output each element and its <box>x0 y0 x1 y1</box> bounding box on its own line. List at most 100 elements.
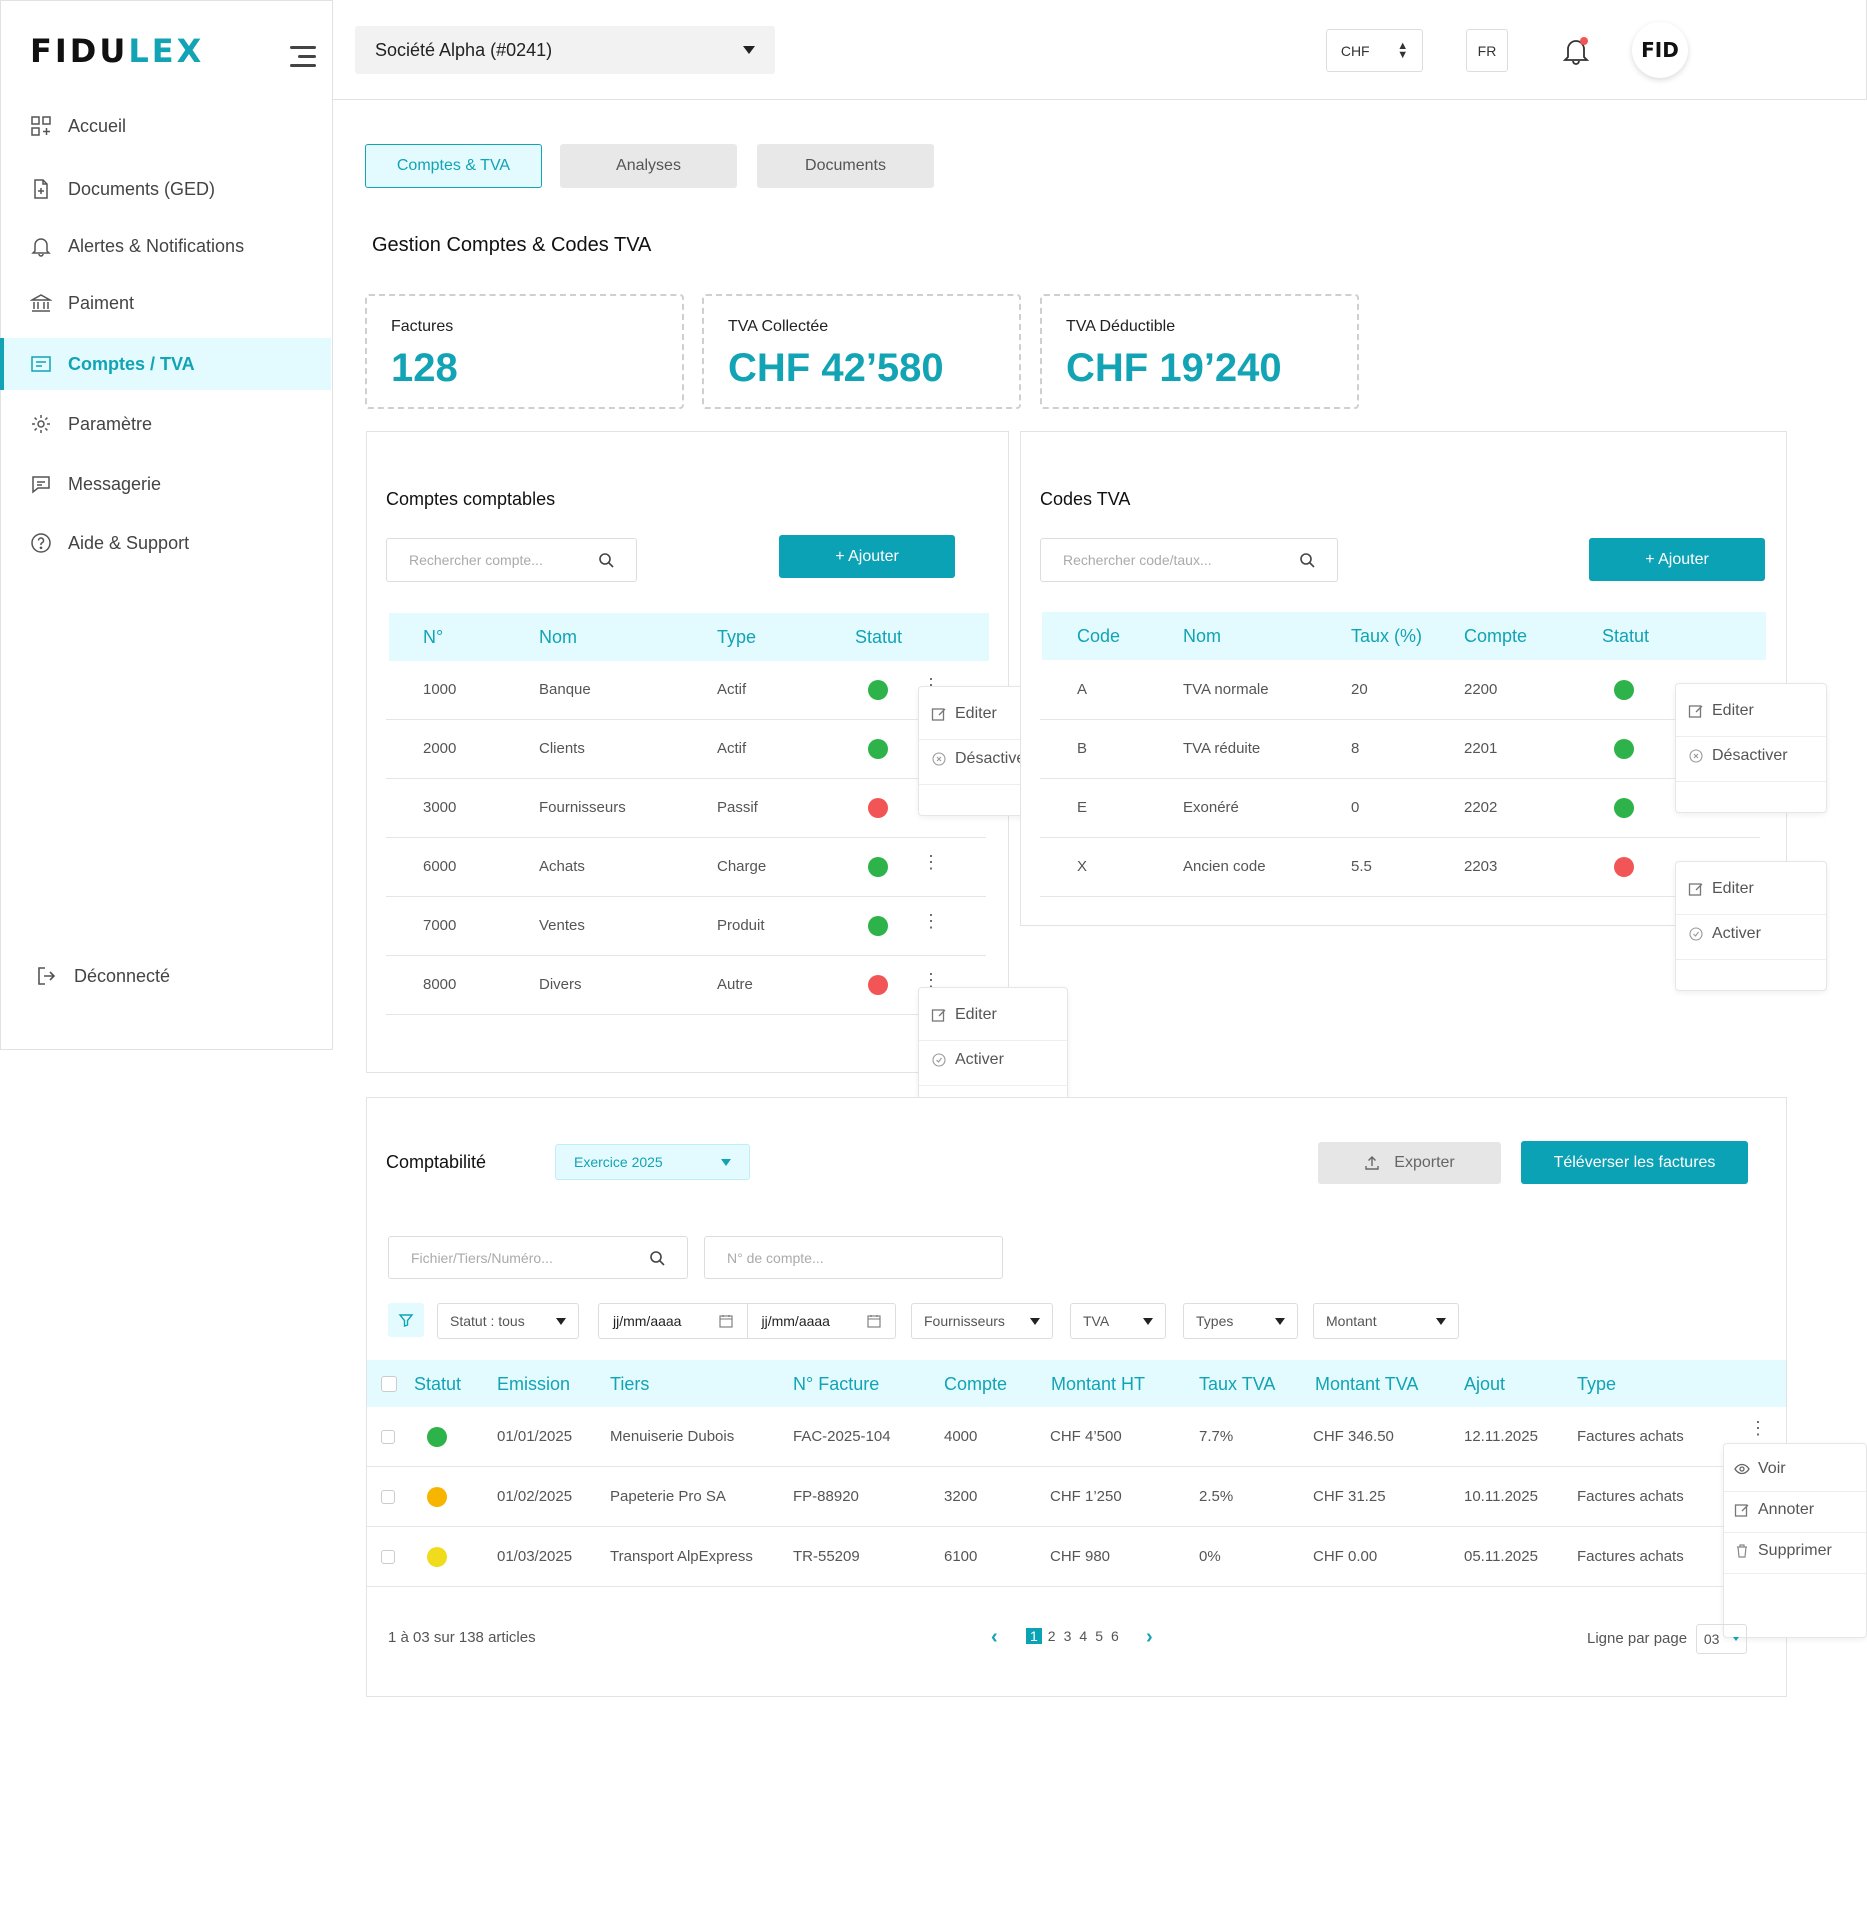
table-row[interactable]: 6000 Achats Charge ⋮ <box>386 838 986 897</box>
more-vertical-icon[interactable]: ⋮ <box>1749 1418 1767 1438</box>
page-link[interactable]: 5 <box>1095 1628 1103 1644</box>
table-cell: Fournisseurs <box>539 799 626 816</box>
vat-filter[interactable]: TVA <box>1070 1303 1166 1339</box>
add-vat-button[interactable]: + Ajouter <box>1589 538 1765 581</box>
types-filter[interactable]: Types <box>1183 1303 1298 1339</box>
chevron-left-icon[interactable]: ‹ <box>991 1626 998 1648</box>
calendar-icon <box>867 1315 881 1328</box>
table-cell: Achats <box>539 858 585 875</box>
page-link[interactable]: 4 <box>1079 1628 1088 1644</box>
stat-card-tva-collectee: TVA Collectée CHF 42’580 <box>702 294 1021 409</box>
invoice-search-input[interactable]: Fichier/Tiers/Numéro... <box>388 1236 688 1279</box>
activate-menu-item[interactable]: Activer <box>1688 925 1761 943</box>
tab-analyses[interactable]: Analyses <box>560 144 737 188</box>
more-vertical-icon[interactable]: ⋮ <box>922 852 940 872</box>
sidebar-item-aide[interactable]: Aide & Support <box>0 517 331 569</box>
annotate-menu-item[interactable]: Annoter <box>1734 1501 1814 1519</box>
table-row[interactable]: 01/02/2025 Papeterie Pro SA FP-88920 3200 CH… <box>367 1467 1786 1527</box>
table-row[interactable]: E Exonéré 0 2202 <box>1040 779 1760 838</box>
sidebar-item-paiment[interactable]: Paiment <box>0 277 331 329</box>
deactivate-menu-item[interactable]: Désactiver <box>931 750 1031 768</box>
logout-button[interactable]: Déconnecté <box>0 950 331 1002</box>
table-cell: 01/01/2025 <box>497 1428 573 1445</box>
edit-menu-item[interactable]: Editer <box>931 1006 997 1024</box>
delete-menu-item[interactable]: Supprimer <box>1734 1542 1832 1560</box>
row-checkbox[interactable] <box>381 1430 395 1444</box>
table-cell: 2201 <box>1464 740 1498 757</box>
menu-label: Activer <box>955 1051 1004 1068</box>
table-row[interactable]: X Ancien code 5.5 2203 <box>1040 838 1760 897</box>
row-divider <box>386 837 986 838</box>
account-number-input[interactable]: N° de compte... <box>704 1236 1003 1279</box>
menu-label: Editer <box>955 705 997 722</box>
table-row[interactable]: 8000 Divers Autre ⋮ <box>386 956 986 1015</box>
row-divider <box>367 1586 1786 1587</box>
view-menu-item[interactable]: Voir <box>1734 1460 1786 1478</box>
chevron-down-icon <box>556 1317 566 1325</box>
deactivate-menu-item[interactable]: Désactiver <box>1688 747 1788 765</box>
language-select[interactable]: FR <box>1466 29 1508 72</box>
row-checkbox[interactable] <box>381 1550 395 1564</box>
page-link[interactable]: 1 <box>1026 1628 1042 1644</box>
row-divider <box>386 778 986 779</box>
brand-logo[interactable]: FIDULEX <box>30 32 205 70</box>
date-range-filter[interactable]: jj/mm/aaaa jj/mm/aaaa <box>598 1303 896 1339</box>
row-checkbox[interactable] <box>381 1490 395 1504</box>
currency-select[interactable]: CHF ▲ ▼ <box>1326 29 1423 72</box>
date-to-input[interactable]: jj/mm/aaaa <box>748 1304 896 1338</box>
accounts-table-header: N° Nom Type Statut <box>389 613 989 661</box>
amount-filter[interactable]: Montant <box>1313 1303 1459 1339</box>
sidebar-item-documents[interactable]: Documents (GED) <box>0 163 331 215</box>
accounts-search-input[interactable]: Rechercher compte... <box>386 538 637 582</box>
stat-value: CHF 19’240 <box>1066 346 1282 390</box>
upload-invoices-button[interactable]: Téléverser les factures <box>1521 1141 1748 1184</box>
select-all-checkbox[interactable] <box>381 1376 397 1392</box>
page-link[interactable]: 3 <box>1063 1628 1072 1644</box>
table-row[interactable]: 01/03/2025 Transport AlpExpress TR-55209 61… <box>367 1527 1786 1587</box>
supplier-filter[interactable]: Fournisseurs <box>911 1303 1053 1339</box>
sidebar-item-messagerie[interactable]: Messagerie <box>0 458 331 510</box>
sidebar-item-accueil[interactable]: Accueil <box>0 100 331 152</box>
sidebar-item-comptes-tva[interactable]: Comptes / TVA <box>0 338 331 390</box>
tab-comptes-tva[interactable]: Comptes & TVA <box>365 144 542 188</box>
table-cell: 01/03/2025 <box>497 1548 573 1565</box>
add-account-button[interactable]: + Ajouter <box>779 535 955 578</box>
avatar[interactable]: FID <box>1632 22 1688 78</box>
table-cell: 10.11.2025 <box>1464 1488 1538 1505</box>
table-row[interactable]: 7000 Ventes Produit ⋮ <box>386 897 986 956</box>
filter-icon[interactable] <box>388 1303 424 1337</box>
status-filter[interactable]: Statut : tous <box>437 1303 579 1339</box>
export-button[interactable]: Exporter <box>1318 1142 1501 1184</box>
page-link[interactable]: 2 <box>1047 1628 1056 1644</box>
eye-icon <box>1734 1463 1750 1475</box>
table-cell: Actif <box>717 681 747 698</box>
sidebar-item-parametre[interactable]: Paramètre <box>0 398 331 450</box>
table-row[interactable]: 1000 Banque Actif ⋮ <box>386 661 986 720</box>
date-from-input[interactable]: jj/mm/aaaa <box>599 1304 748 1338</box>
edit-menu-item[interactable]: Editer <box>931 705 997 723</box>
activate-menu-item[interactable]: Activer <box>931 1051 1004 1069</box>
more-vertical-icon[interactable]: ⋮ <box>922 970 940 990</box>
page-link[interactable]: 6 <box>1110 1628 1119 1644</box>
table-row[interactable]: 01/01/2025 Menuiserie Dubois FAC-2025-104 4… <box>367 1407 1786 1467</box>
exercise-select[interactable]: Exercice 2025 <box>555 1144 750 1180</box>
company-select[interactable]: Société Alpha (#0241) <box>355 26 775 74</box>
rows-per-page-select[interactable]: 03 <box>1696 1624 1747 1654</box>
sidebar-item-label: Comptes / TVA <box>68 353 195 374</box>
table-row[interactable]: A TVA normale 20 2200 <box>1040 661 1760 720</box>
more-vertical-icon[interactable]: ⋮ <box>922 911 940 931</box>
vat-search-input[interactable]: Rechercher code/taux... <box>1040 538 1338 582</box>
chevron-right-icon[interactable]: › <box>1146 1626 1153 1648</box>
filter-value: Statut : tous <box>450 1313 525 1329</box>
menu-toggle-icon[interactable] <box>290 46 316 68</box>
sidebar-item-alertes[interactable]: Alertes & Notifications <box>0 220 331 272</box>
tab-documents[interactable]: Documents <box>757 144 934 188</box>
edit-menu-item[interactable]: Editer <box>1688 702 1754 720</box>
table-row[interactable]: B TVA réduite 8 2201 <box>1040 720 1760 779</box>
notification-bell-icon[interactable] <box>1562 36 1590 66</box>
column-header: Nom <box>1183 626 1222 646</box>
table-cell: B <box>1077 740 1088 757</box>
edit-menu-item[interactable]: Editer <box>1688 880 1754 898</box>
